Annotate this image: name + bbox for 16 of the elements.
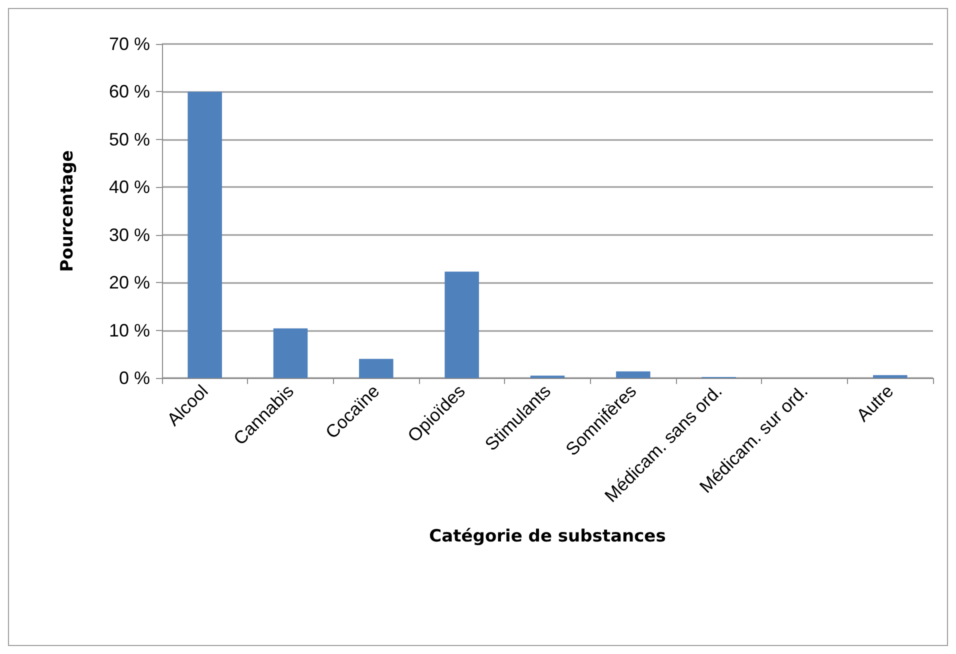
bar (616, 371, 650, 378)
bar (273, 328, 308, 378)
y-axis-title: Pourcentage (58, 150, 78, 272)
bar (188, 92, 222, 378)
y-tick-label: 40 % (108, 177, 150, 198)
y-tick-label: 0 % (118, 368, 150, 388)
y-tick-label: 70 % (108, 34, 150, 54)
y-tick-label: 50 % (108, 129, 150, 150)
y-tick-label: 20 % (108, 272, 150, 293)
y-tick-label: 30 % (108, 224, 150, 245)
bar (444, 272, 479, 378)
x-axis-title: Catégorie de substances (429, 526, 666, 546)
y-tick-label: 10 % (108, 320, 150, 340)
bar (359, 358, 394, 378)
y-tick-label: 60 % (108, 82, 150, 102)
bar (873, 375, 908, 378)
